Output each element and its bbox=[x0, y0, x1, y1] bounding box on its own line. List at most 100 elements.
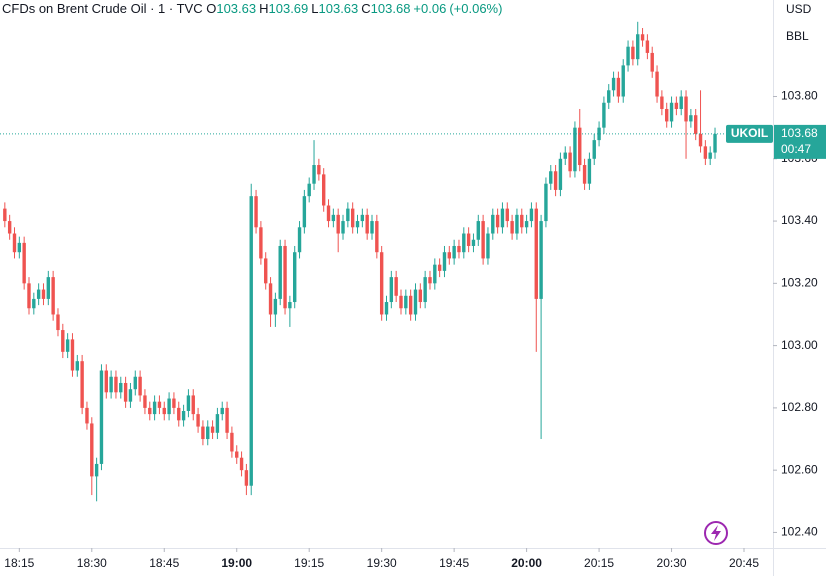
candle-body bbox=[17, 242, 22, 253]
candle-body bbox=[433, 264, 437, 284]
candle-body bbox=[674, 102, 679, 109]
candle-body bbox=[225, 407, 229, 433]
candle-body bbox=[80, 361, 84, 408]
candle-body bbox=[611, 77, 616, 91]
candle-body bbox=[36, 289, 41, 299]
candle-body bbox=[587, 158, 592, 184]
ohlc-value: 103.69 bbox=[268, 1, 309, 16]
candle-body bbox=[65, 339, 70, 352]
x-tick-label: 20:00 bbox=[511, 556, 542, 570]
candle-body bbox=[27, 283, 31, 309]
x-tick-label: 18:30 bbox=[77, 556, 107, 570]
candle-body bbox=[336, 214, 340, 234]
candle-body bbox=[626, 46, 630, 66]
candle-body bbox=[558, 158, 563, 190]
candle-body bbox=[12, 233, 17, 253]
candle-body bbox=[365, 214, 369, 234]
x-tick-label: 18:45 bbox=[149, 556, 179, 570]
candle-body bbox=[655, 71, 659, 97]
candle-body bbox=[703, 146, 708, 159]
x-tick-label: 19:15 bbox=[294, 556, 324, 570]
symbol: CFDs on Brent Crude Oil · 1 · TVC bbox=[2, 1, 203, 16]
candle-body bbox=[283, 245, 287, 309]
candle-body bbox=[201, 426, 205, 440]
candle-body bbox=[452, 245, 456, 259]
candle-body bbox=[254, 196, 258, 228]
y-tick-label: 103.20 bbox=[781, 276, 818, 290]
candle-body bbox=[500, 208, 505, 228]
candle-body bbox=[708, 152, 712, 159]
candle-body bbox=[186, 395, 191, 411]
candle-body bbox=[602, 102, 606, 128]
candle-body bbox=[249, 196, 253, 486]
candle-body bbox=[592, 140, 596, 159]
candle-body bbox=[524, 221, 529, 228]
candle-body bbox=[491, 214, 495, 234]
candle-body bbox=[206, 426, 210, 440]
price-tag-label: 103.68 bbox=[781, 126, 818, 140]
candle-body bbox=[573, 127, 577, 172]
y-tick-label: 103.40 bbox=[781, 213, 818, 227]
candle-body bbox=[239, 457, 244, 471]
candle-body bbox=[46, 277, 51, 299]
candle-body bbox=[157, 401, 162, 408]
candle-body bbox=[152, 401, 157, 415]
lightning-icon[interactable] bbox=[704, 521, 728, 545]
candle-body bbox=[423, 277, 427, 303]
candle-body bbox=[568, 152, 572, 172]
x-tick-label: 19:00 bbox=[221, 556, 252, 570]
candle-body bbox=[181, 411, 186, 421]
symbol-tag bbox=[726, 124, 773, 143]
ohlc-value: 103.68 bbox=[370, 1, 411, 16]
candle-body bbox=[553, 171, 558, 190]
candle-body bbox=[143, 395, 147, 408]
x-tick-label: 18:15 bbox=[4, 556, 34, 570]
candle-body bbox=[505, 208, 509, 222]
candle-body bbox=[660, 96, 664, 109]
candle-body bbox=[549, 171, 553, 184]
candle-body bbox=[404, 295, 408, 309]
candle-body bbox=[544, 183, 548, 222]
candle-body bbox=[442, 252, 447, 271]
candle-body bbox=[259, 227, 263, 259]
candle-body bbox=[529, 208, 534, 222]
candle-body bbox=[273, 298, 278, 315]
legend-header: CFDs on Brent Crude Oil · 1 · TVC O 103.6… bbox=[2, 1, 505, 16]
candle-body bbox=[7, 221, 12, 234]
candle-body bbox=[196, 414, 200, 427]
unit-label: BBL bbox=[786, 29, 809, 43]
candle-body bbox=[466, 233, 471, 246]
x-tick-label: 19:30 bbox=[367, 556, 397, 570]
candle-body bbox=[244, 470, 249, 486]
candle-body bbox=[520, 214, 524, 228]
ohlc-label: O bbox=[206, 1, 217, 16]
change: +0.06 bbox=[413, 1, 447, 16]
candle-body bbox=[346, 208, 350, 222]
candle-body bbox=[307, 183, 311, 197]
x-tick-label: 20:45 bbox=[729, 556, 759, 570]
y-tick-label: 102.40 bbox=[781, 525, 818, 539]
candle-body bbox=[321, 174, 326, 206]
candle-body bbox=[481, 221, 485, 259]
y-tick-label: 103.00 bbox=[781, 338, 818, 352]
candle-body bbox=[669, 102, 674, 122]
candle-body bbox=[350, 208, 355, 228]
candle-body bbox=[41, 289, 46, 299]
candle-body bbox=[114, 376, 118, 393]
candle-body bbox=[476, 221, 480, 240]
candle-body bbox=[437, 264, 442, 271]
candle-body bbox=[645, 40, 650, 53]
candle-body bbox=[302, 196, 307, 228]
candle-body bbox=[375, 221, 379, 253]
candle-body bbox=[128, 389, 133, 402]
candle-body bbox=[389, 277, 394, 303]
x-tick-label: 19:45 bbox=[439, 556, 469, 570]
candle-body bbox=[133, 376, 137, 390]
y-tick-label: 102.60 bbox=[781, 462, 818, 476]
ohlc-label: H bbox=[259, 1, 269, 16]
candle-body bbox=[235, 451, 239, 458]
candle-body bbox=[32, 298, 36, 309]
candle-body bbox=[75, 361, 79, 371]
